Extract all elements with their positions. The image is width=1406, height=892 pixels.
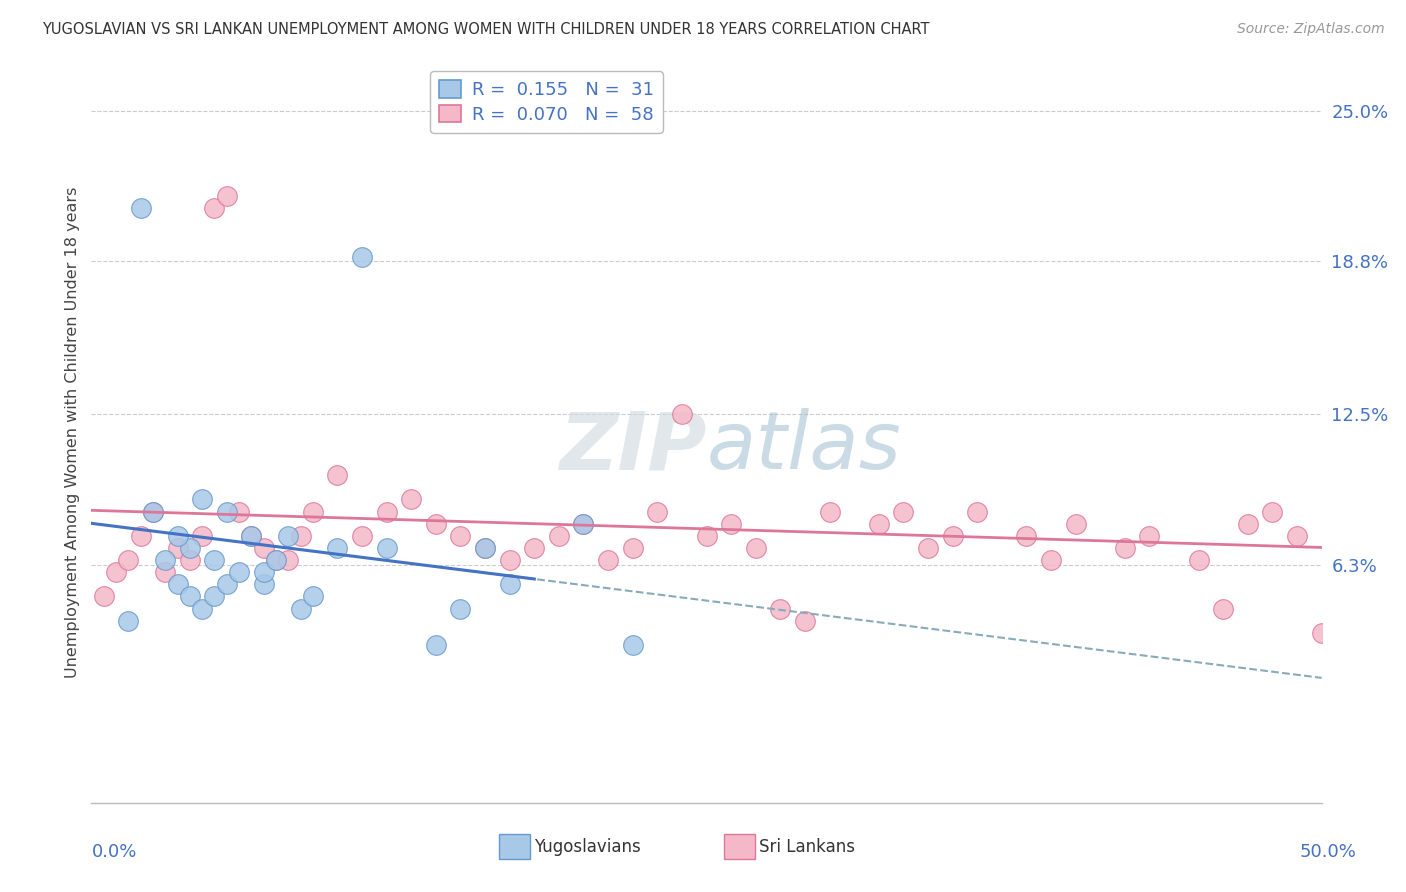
Point: [301, 504, 323, 518]
Point: [1360, 492, 1382, 507]
Point: [1336, 516, 1358, 531]
Text: atlas: atlas: [706, 409, 901, 486]
Point: [1015, 529, 1038, 543]
Point: [166, 577, 188, 591]
Point: [129, 201, 152, 215]
Point: [215, 577, 238, 591]
Point: [215, 189, 238, 203]
Point: [191, 492, 214, 507]
Point: [202, 553, 225, 567]
Point: [474, 541, 496, 555]
Point: [191, 601, 214, 615]
Point: [1212, 601, 1234, 615]
Point: [1064, 516, 1087, 531]
Point: [179, 553, 201, 567]
Point: [277, 553, 299, 567]
Point: [769, 601, 792, 615]
Point: [695, 529, 717, 543]
Point: [179, 541, 201, 555]
Point: [240, 529, 263, 543]
Point: [1285, 529, 1308, 543]
Point: [142, 504, 165, 518]
Point: [474, 541, 496, 555]
Point: [117, 553, 139, 567]
Point: [179, 590, 201, 604]
Point: [548, 529, 571, 543]
Point: [228, 504, 250, 518]
Point: [375, 541, 398, 555]
Point: [153, 553, 177, 567]
Point: [326, 468, 349, 483]
Point: [93, 590, 115, 604]
Text: Yugoslavians: Yugoslavians: [534, 838, 641, 855]
Point: [671, 408, 693, 422]
Point: [523, 541, 546, 555]
Point: [645, 504, 669, 518]
Point: [264, 553, 287, 567]
Point: [917, 541, 939, 555]
Point: [891, 504, 914, 518]
Point: [1384, 504, 1406, 518]
Point: [117, 614, 139, 628]
Point: [449, 601, 471, 615]
Text: ZIP: ZIP: [560, 409, 706, 486]
Point: [1237, 516, 1260, 531]
Point: [621, 541, 644, 555]
Point: [793, 614, 815, 628]
Text: Sri Lankans: Sri Lankans: [759, 838, 855, 855]
Point: [253, 565, 276, 579]
Point: [352, 529, 374, 543]
Point: [301, 590, 323, 604]
Point: [142, 504, 165, 518]
Point: [277, 529, 299, 543]
Point: [215, 504, 238, 518]
Point: [228, 565, 250, 579]
Point: [375, 504, 398, 518]
Text: 50.0%: 50.0%: [1301, 843, 1357, 861]
Point: [966, 504, 988, 518]
Point: [129, 529, 152, 543]
Point: [264, 553, 287, 567]
Point: [253, 577, 276, 591]
Point: [1139, 529, 1161, 543]
Point: [166, 541, 188, 555]
Point: [745, 541, 768, 555]
Point: [191, 529, 214, 543]
Point: [818, 504, 841, 518]
Point: [449, 529, 471, 543]
Legend: R =  0.155   N =  31, R =  0.070   N =  58: R = 0.155 N = 31, R = 0.070 N = 58: [430, 71, 662, 133]
Point: [352, 250, 374, 264]
Point: [290, 601, 312, 615]
Point: [498, 553, 520, 567]
Point: [941, 529, 963, 543]
Point: [105, 565, 127, 579]
Point: [290, 529, 312, 543]
Point: [1039, 553, 1063, 567]
Point: [202, 201, 225, 215]
Point: [240, 529, 263, 543]
Point: [425, 516, 447, 531]
Point: [1114, 541, 1136, 555]
Point: [399, 492, 422, 507]
Point: [166, 529, 188, 543]
Point: [1261, 504, 1284, 518]
Point: [572, 516, 595, 531]
Point: [720, 516, 742, 531]
Y-axis label: Unemployment Among Women with Children Under 18 years: Unemployment Among Women with Children U…: [65, 187, 80, 678]
Point: [425, 638, 447, 652]
Point: [596, 553, 619, 567]
Text: Source: ZipAtlas.com: Source: ZipAtlas.com: [1237, 22, 1385, 37]
Text: YUGOSLAVIAN VS SRI LANKAN UNEMPLOYMENT AMONG WOMEN WITH CHILDREN UNDER 18 YEARS : YUGOSLAVIAN VS SRI LANKAN UNEMPLOYMENT A…: [42, 22, 929, 37]
Point: [498, 577, 520, 591]
Text: 0.0%: 0.0%: [91, 843, 136, 861]
Point: [253, 541, 276, 555]
Point: [153, 565, 177, 579]
Point: [326, 541, 349, 555]
Point: [1310, 626, 1333, 640]
Point: [202, 590, 225, 604]
Point: [1187, 553, 1209, 567]
Point: [572, 516, 595, 531]
Point: [868, 516, 890, 531]
Point: [621, 638, 644, 652]
